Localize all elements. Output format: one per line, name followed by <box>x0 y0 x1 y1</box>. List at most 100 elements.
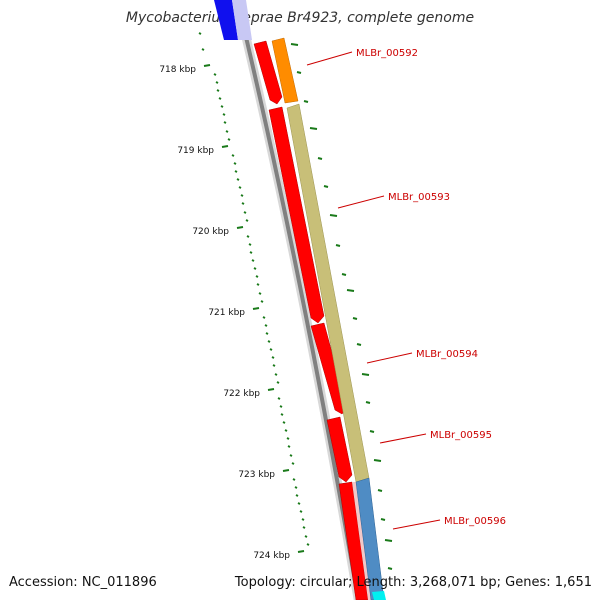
gene-label: MLBr_00592 <box>356 48 418 59</box>
outer-minor-tick <box>365 401 371 404</box>
minor-tick <box>233 162 237 165</box>
minor-tick <box>280 413 284 416</box>
gene-leader-line <box>337 195 385 209</box>
minor-tick <box>243 211 247 214</box>
minor-tick <box>277 397 281 400</box>
outer-major-tick <box>384 539 393 542</box>
outer-major-tick <box>290 43 299 46</box>
map-title: Mycobacterium leprae Br4923, complete ge… <box>125 10 475 26</box>
minor-tick <box>304 535 308 538</box>
minor-tick <box>294 486 298 489</box>
minor-tick <box>279 405 283 408</box>
minor-tick <box>306 543 310 546</box>
outer-major-tick <box>361 373 370 376</box>
major-tick <box>221 145 229 148</box>
minor-tick <box>287 445 291 448</box>
minor-tick <box>258 292 262 295</box>
minor-tick <box>286 437 290 440</box>
minor-tick <box>227 138 231 141</box>
gene-label: MLBr_00594 <box>416 349 478 360</box>
minor-tick <box>234 170 238 173</box>
outer-minor-tick <box>317 157 323 160</box>
outer-minor-tick <box>323 185 329 188</box>
outer-minor-tick <box>352 317 358 320</box>
minor-tick <box>251 259 255 262</box>
minor-tick <box>249 251 253 254</box>
axis-ticks: 718 kbp 719 kbp 720 kbp 721 kbp 722 kbp 723 k… <box>159 32 393 570</box>
outer-major-tick <box>329 214 338 217</box>
minor-tick <box>246 235 250 238</box>
outer-minor-tick <box>341 273 347 276</box>
minor-tick <box>282 421 286 424</box>
tick-label: 723 kbp <box>238 470 275 480</box>
tick-label: 719 kbp <box>177 146 214 156</box>
gene-labels: MLBr_00592 MLBr_00593 MLBr_00594 MLBr_00595… <box>306 48 506 530</box>
major-tick <box>282 469 290 472</box>
outer-minor-tick <box>303 100 309 103</box>
outer-major-tick <box>373 459 382 462</box>
cds-red-1 <box>253 40 283 105</box>
tick-label: 724 kbp <box>253 551 290 561</box>
minor-tick <box>236 178 240 181</box>
outer-minor-tick <box>380 518 386 521</box>
outer-major-tick <box>309 127 318 130</box>
minor-tick <box>292 478 296 481</box>
minor-tick <box>301 518 305 521</box>
minor-tick <box>220 105 224 108</box>
outer-minor-tick <box>356 343 362 346</box>
minor-tick <box>260 300 264 303</box>
tick-label: 721 kbp <box>208 308 245 318</box>
minor-tick <box>216 89 220 92</box>
tick-label: 720 kbp <box>192 227 229 237</box>
backbone-line <box>235 0 361 600</box>
minor-tick <box>225 130 229 133</box>
genome-summary-text: Topology: circular; Length: 3,268,071 bp… <box>234 575 592 590</box>
minor-tick <box>238 186 242 189</box>
minor-tick <box>271 356 275 359</box>
minor-tick <box>302 526 306 529</box>
gene-label: MLBr_00595 <box>430 430 492 441</box>
minor-tick <box>276 381 280 384</box>
cyan-feature <box>372 591 386 600</box>
minor-tick <box>223 121 227 124</box>
minor-tick <box>295 494 299 497</box>
major-tick <box>203 64 211 67</box>
minor-tick <box>241 202 245 205</box>
minor-tick <box>267 340 271 343</box>
minor-tick <box>240 194 244 197</box>
outer-minor-tick <box>377 489 383 492</box>
minor-tick <box>289 454 293 457</box>
gene-leader-line <box>392 519 441 530</box>
minor-tick <box>299 510 303 513</box>
minor-tick <box>291 462 295 465</box>
major-tick <box>267 388 275 391</box>
outer-minor-tick <box>335 244 341 247</box>
gene-leader-line <box>379 433 427 444</box>
accession-text: Accession: NC_011896 <box>9 575 157 590</box>
major-tick <box>297 550 305 553</box>
gene-label: MLBr_00596 <box>444 516 506 527</box>
gene-label: MLBr_00593 <box>388 192 450 203</box>
orange-feature <box>271 37 299 104</box>
blue-feature <box>214 0 238 40</box>
minor-tick <box>256 283 260 286</box>
minor-tick <box>248 243 252 246</box>
tick-label: 722 kbp <box>223 389 260 399</box>
minor-tick <box>231 154 235 157</box>
cds-red-2 <box>268 106 325 324</box>
minor-tick <box>272 364 276 367</box>
minor-tick <box>253 267 257 270</box>
outer-minor-tick <box>296 71 302 74</box>
major-tick <box>252 307 260 310</box>
minor-tick <box>222 113 226 116</box>
cds-red-5 <box>338 481 369 600</box>
minor-tick <box>198 32 202 35</box>
blue-feature-fade <box>232 0 252 40</box>
minor-tick <box>215 81 219 84</box>
minor-tick <box>255 275 259 278</box>
minor-tick <box>218 97 222 100</box>
minor-tick <box>245 219 249 222</box>
minor-tick <box>201 48 205 51</box>
minor-tick <box>284 429 288 432</box>
